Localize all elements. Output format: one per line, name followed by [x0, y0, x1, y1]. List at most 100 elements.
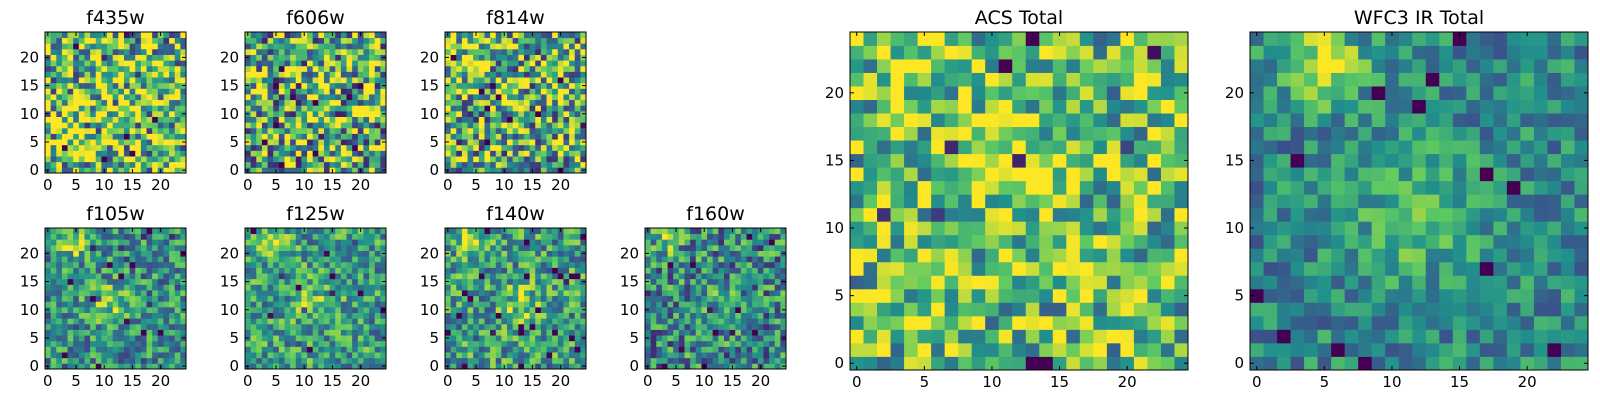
heatmap-cell [374, 301, 381, 308]
heatmap-cell [374, 110, 381, 117]
heatmap-cell [490, 267, 497, 274]
heatmap-cell [535, 156, 542, 163]
heatmap-cell [278, 122, 285, 129]
heatmap-cell [723, 340, 730, 347]
x-tick-label: 15 [123, 176, 142, 194]
heatmap-cell [563, 301, 570, 308]
heatmap-cell [152, 329, 159, 336]
heatmap-cell [746, 250, 753, 257]
heatmap-cell [712, 306, 719, 313]
heatmap-cell [552, 99, 559, 106]
heatmap-cell [112, 60, 119, 67]
heatmap-cell [284, 239, 291, 246]
heatmap-cell [67, 346, 74, 353]
heatmap-cell [163, 352, 170, 359]
heatmap-cell [357, 48, 364, 55]
heatmap-cell [135, 239, 142, 246]
heatmap-cell [146, 306, 153, 313]
heatmap-cell [650, 318, 657, 325]
heatmap-cell [329, 346, 336, 353]
heatmap-cell [1052, 315, 1067, 330]
heatmap-cell [146, 43, 153, 50]
heatmap-cell [278, 352, 285, 359]
heatmap-cell [695, 306, 702, 313]
heatmap-cell [290, 127, 297, 134]
heatmap-cell [290, 228, 297, 235]
heatmap-cell [284, 312, 291, 319]
heatmap-cell [95, 301, 102, 308]
heatmap-cell [552, 301, 559, 308]
heatmap-cell [135, 295, 142, 302]
heatmap-cell [478, 150, 485, 157]
heatmap-cell [552, 239, 559, 246]
heatmap-cell [61, 318, 68, 325]
heatmap-cell [557, 295, 564, 302]
heatmap-cell [163, 256, 170, 263]
heatmap-cell [461, 233, 468, 240]
heatmap-cell [1079, 207, 1094, 222]
heatmap-cell [50, 110, 57, 117]
heatmap-cell [180, 116, 187, 123]
heatmap-cell [501, 48, 508, 55]
heatmap-cell [540, 77, 547, 84]
heatmap-cell [507, 105, 514, 112]
heatmap-cell [123, 71, 130, 78]
heatmap-cell [735, 267, 742, 274]
heatmap-cell [352, 43, 359, 50]
heatmap-cell [157, 346, 164, 353]
heatmap-cell [346, 88, 353, 95]
heatmap-cell [752, 239, 759, 246]
heatmap-cell [73, 340, 80, 347]
heatmap-cell [445, 352, 452, 359]
x-tick-label: 5 [271, 372, 281, 390]
heatmap-cell [1066, 356, 1081, 371]
heatmap-cell [456, 127, 463, 134]
heatmap-cell [250, 94, 257, 101]
heatmap-cell [169, 99, 176, 106]
heatmap-cell [501, 71, 508, 78]
heatmap-cell [73, 352, 80, 359]
heatmap-cell [645, 273, 652, 280]
heatmap-cell [546, 54, 553, 61]
heatmap-cell [84, 99, 91, 106]
heatmap-cell [757, 273, 764, 280]
heatmap-cell [695, 352, 702, 359]
heatmap-cell [84, 139, 91, 146]
heatmap-cell [495, 77, 502, 84]
heatmap-cell [112, 150, 119, 157]
heatmap-cell [678, 352, 685, 359]
heatmap-cell [461, 94, 468, 101]
heatmap-cell [157, 267, 164, 274]
heatmap-cell [552, 156, 559, 163]
heatmap-cell [45, 301, 52, 308]
heatmap-cell [295, 261, 302, 268]
heatmap-cell [312, 37, 319, 44]
heatmap-cell [535, 71, 542, 78]
heatmap-cell [95, 150, 102, 157]
heatmap-cell [352, 167, 359, 174]
x-tick-label: 10 [495, 176, 514, 194]
heatmap-cell [512, 290, 519, 297]
heatmap-cell [673, 306, 680, 313]
heatmap-cell [157, 335, 164, 342]
heatmap-cell [478, 329, 485, 336]
heatmap-cell [295, 139, 302, 146]
heatmap-cell [501, 329, 508, 336]
heatmap-cell [163, 60, 170, 67]
heatmap-cell [174, 48, 181, 55]
heatmap-cell [661, 267, 668, 274]
heatmap-cell [123, 161, 130, 168]
heatmap-cell [712, 267, 719, 274]
heatmap-cell [369, 357, 376, 364]
heatmap-cell [157, 357, 164, 364]
heatmap-cell [1120, 315, 1135, 330]
heatmap-cell [557, 301, 564, 308]
heatmap-cell [261, 88, 268, 95]
heatmap-cell [118, 60, 125, 67]
heatmap-cell [107, 256, 114, 263]
heatmap-cell [529, 301, 536, 308]
heatmap-cell [374, 139, 381, 146]
heatmap-cell [363, 77, 370, 84]
heatmap-cell [90, 37, 97, 44]
heatmap-cell [84, 323, 91, 330]
